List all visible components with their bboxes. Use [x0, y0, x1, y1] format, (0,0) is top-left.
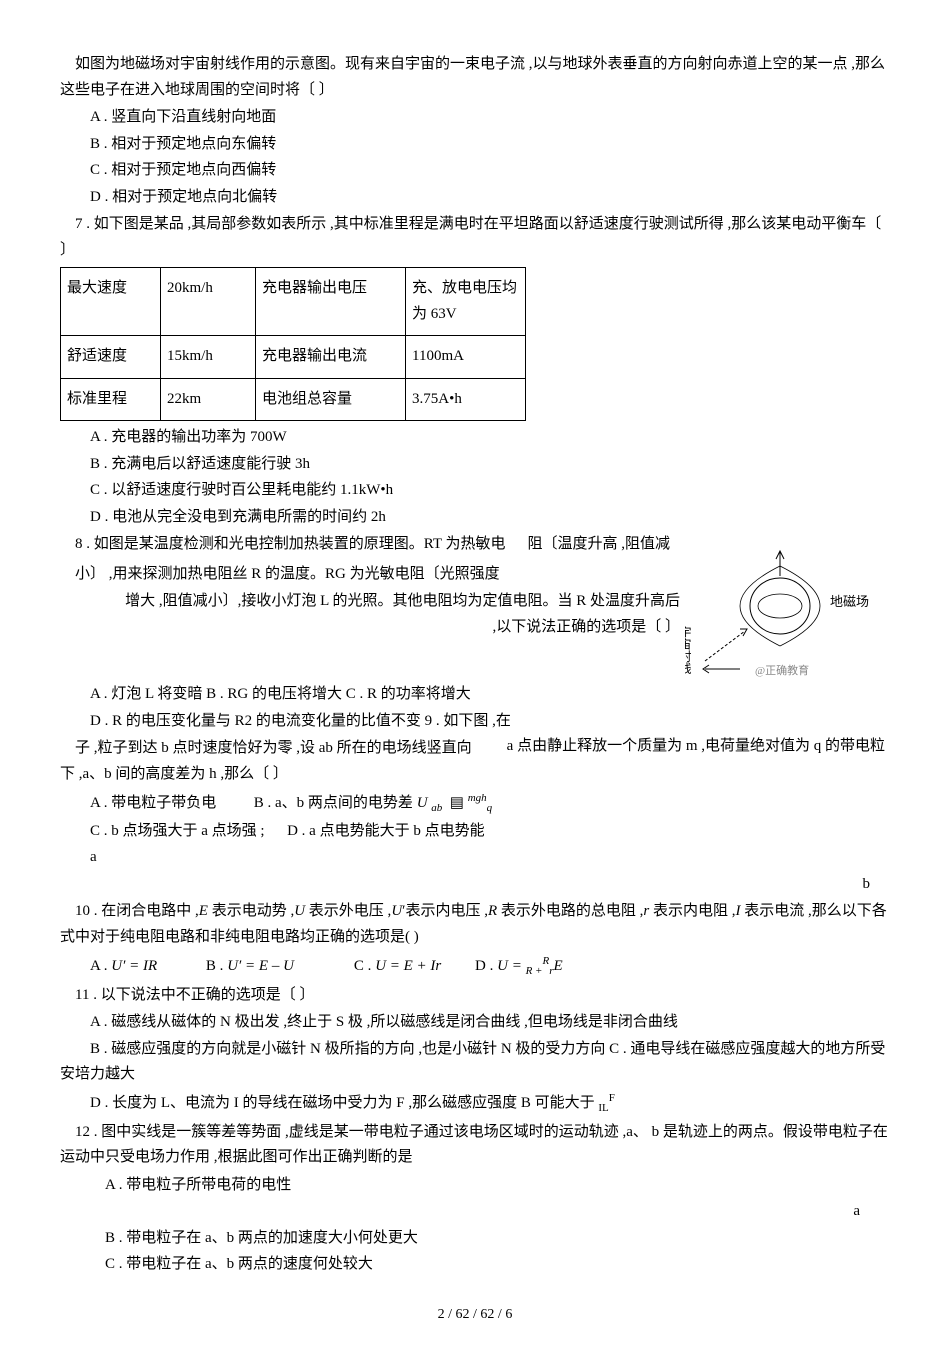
table-cell: 标准里程 [61, 378, 161, 421]
svg-text:地磁场: 地磁场 [830, 594, 869, 609]
table-cell: 22km [161, 378, 256, 421]
text: F [609, 1092, 615, 1104]
text: B . [206, 958, 227, 974]
text: 表示内电阻 , [649, 903, 735, 919]
q12-a: a [853, 1199, 860, 1225]
q7-optB: B . 充满电后以舒适速度能行驶 3h [60, 452, 890, 478]
q11-optB-C: B . 磁感应强度的方向就是小磁针 N 极所指的方向 ,也是小磁针 N 极的受力… [60, 1037, 890, 1088]
q9-optAB: A . 带电粒子带负电 B . a、b 两点间的电势差 U ab ▤ mghq [60, 789, 890, 818]
text: q [487, 802, 493, 814]
q7-table: 最大速度 20km/h 充电器输出电压 充、放电电压均为 63V 舒适速度 15… [60, 267, 526, 421]
text: 表示内电压 , [405, 903, 488, 919]
text: 阻〔温度升高 ,阻值减 [512, 532, 670, 558]
text: a 点由静止释放一个质量为 m ,电荷量绝对值为 q 的带电粒 [477, 734, 885, 760]
text: IL [598, 1102, 608, 1114]
text: 10 . 在闭合电路中 , [75, 903, 199, 919]
svg-text:@正确教育: @正确教育 [755, 663, 809, 677]
q9-a: a [60, 845, 890, 871]
table-cell: 1100mA [406, 336, 526, 379]
text: U [294, 903, 305, 919]
text: D . [475, 958, 497, 974]
page-footer: 2 / 62 / 62 / 6 [60, 1303, 890, 1327]
svg-text:宇宙射线: 宇宙射线 [685, 626, 692, 674]
text: ab [431, 802, 442, 814]
text: E [199, 903, 208, 919]
q12-optA: A . 带电粒子所带电荷的电性 [60, 1173, 890, 1199]
text: 表示电动势 , [208, 903, 294, 919]
text: U = E + Ir [375, 958, 441, 974]
q7-optD: D . 电池从完全没电到充满电所需的时间约 2h [60, 505, 890, 531]
q11-intro: 11 . 以下说法中不正确的选项是〔 〕 [60, 983, 890, 1009]
text: 增大 ,阻值减小〕,接收小灯泡 L 的光照。其他电阻均为定值电阻。当 R 处温度… [125, 589, 680, 615]
q7-intro: 7 . 如下图是某品 ,其局部参数如表所示 ,其中标准里程是满电时在平坦路面以舒… [60, 212, 890, 263]
text: C . [354, 958, 375, 974]
q6-optB: B . 相对于预定地点向东偏转 [60, 132, 890, 158]
q12-intro: 12 . 图中实线是一簇等差等势面 ,虚线是某一带电粒子通过该电场区域时的运动轨… [60, 1120, 890, 1171]
text: R + [526, 965, 543, 977]
q9-optCD: C . b 点场强大于 a 点场强 ; D . a 点电势能大于 b 点电势能 [60, 819, 890, 845]
q6-intro: 如图为地磁场对宇宙射线作用的示意图。现有来自宇宙的一束电子流 ,以与地球外表垂直… [60, 52, 890, 103]
table-cell: 充、放电电压均为 63V [406, 268, 526, 336]
text: U = [497, 958, 525, 974]
table-cell: 15km/h [161, 336, 256, 379]
table-cell: 电池组总容量 [256, 378, 406, 421]
text: U [417, 795, 428, 811]
q11-optD: D . 长度为 L、电流为 I 的导线在磁场中受力为 F ,那么磁感应强度 B … [60, 1089, 890, 1118]
q7-optA: A . 充电器的输出功率为 700W [60, 425, 890, 451]
q10-options: A . U′ = IR B . U′ = E – U C . U = E + I… [60, 952, 890, 981]
q6-optD: D . 相对于预定地点向北偏转 [60, 185, 890, 211]
text: mgh [468, 792, 487, 804]
table-cell: 20km/h [161, 268, 256, 336]
earth-field-diagram: 地磁场 宇宙射线 @正确教育 [685, 531, 890, 681]
text: ,以下说法正确的选项是〔 〕 [492, 615, 680, 641]
text: U [391, 903, 402, 919]
q7-optC: C . 以舒适速度行驶时百公里耗电能约 1.1kW•h [60, 478, 890, 504]
text: E [554, 958, 563, 974]
q10-intro: 10 . 在闭合电路中 ,E 表示电动势 ,U 表示外电压 ,U′表示内电压 ,… [60, 899, 890, 950]
q12-optC: C . 带电粒子在 a、b 两点的速度何处较大 [60, 1252, 890, 1278]
q9-b: b [863, 872, 871, 898]
table-cell: 充电器输出电压 [256, 268, 406, 336]
text: D . 长度为 L、电流为 I 的导线在磁场中受力为 F ,那么磁感应强度 B … [90, 1095, 595, 1111]
text: U′ = E – U [227, 958, 294, 974]
q8-optA-C: A . 灯泡 L 将变暗 B . RG 的电压将增大 C . R 的功率将增大 [60, 682, 890, 708]
q12-optB: B . 带电粒子在 a、b 两点的加速度大小何处更大 [60, 1226, 890, 1252]
q6-optC: C . 相对于预定地点向西偏转 [60, 158, 890, 184]
text: 8 . 如图是某温度检测和光电控制加热装置的原理图。RT 为热敏电 [75, 536, 506, 552]
text: B . a、b 两点间的电势差 [254, 795, 413, 811]
table-cell: 最大速度 [61, 268, 161, 336]
text: D . a 点电势能大于 b 点电势能 [287, 823, 485, 839]
table-cell: 3.75A•h [406, 378, 526, 421]
q11-optA: A . 磁感线从磁体的 N 极出发 ,终止于 S 极 ,所以磁感线是闭合曲线 ,… [60, 1010, 890, 1036]
text: 小〕 ,用来探测加热电阻丝 R 的温度。RG 为光敏电阻〔光照强度 [60, 562, 500, 588]
q6-optA: A . 竖直向下沿直线射向地面 [60, 105, 890, 131]
text: 表示外电压 , [305, 903, 391, 919]
text: ▤ [450, 795, 464, 811]
table-cell: 舒适速度 [61, 336, 161, 379]
text: 表示外电路的总电阻 , [497, 903, 643, 919]
text: R [488, 903, 497, 919]
table-cell: 充电器输出电流 [256, 336, 406, 379]
text: U′ = IR [111, 958, 157, 974]
text: D . R 的电压变化量与 R2 的电流变化量的比值不变 9 . 如下图 ,在 [90, 713, 511, 729]
text: C . b 点场强大于 a 点场强 ; [90, 823, 265, 839]
text: A . [90, 958, 111, 974]
text: A . 带电粒子带负电 [90, 795, 216, 811]
q8-optD-q9: D . R 的电压变化量与 R2 的电流变化量的比值不变 9 . 如下图 ,在 … [60, 709, 890, 735]
